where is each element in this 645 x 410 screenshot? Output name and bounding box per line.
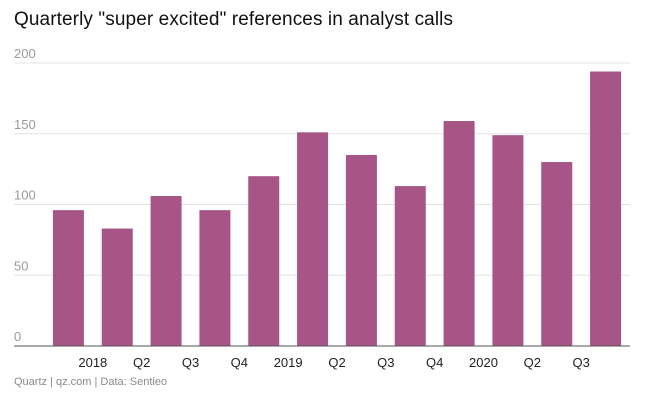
bar: [541, 162, 573, 346]
bar: [492, 135, 524, 346]
source-note: Quartz | qz.com | Data: Sentieo: [14, 376, 168, 388]
bar: [101, 228, 133, 346]
y-tick-label: 200: [14, 46, 36, 61]
x-tick-label: Q2: [133, 355, 150, 370]
x-tick-label: 2020: [469, 355, 498, 370]
bar: [248, 176, 280, 346]
chart-title: Quarterly "super excited" references in …: [14, 9, 454, 30]
x-tick-label: Q2: [524, 355, 541, 370]
x-tick-label: Q4: [231, 355, 248, 370]
bar: [443, 121, 475, 346]
y-tick-label: 100: [14, 188, 36, 203]
bar: [297, 132, 329, 346]
x-tick-label: Q2: [328, 355, 345, 370]
bar: [150, 196, 182, 346]
bar: [394, 186, 426, 346]
x-tick-label: Q3: [377, 355, 394, 370]
x-tick-label: Q4: [426, 355, 443, 370]
bar: [590, 71, 622, 347]
y-tick-label: 50: [14, 258, 28, 273]
bar: [199, 210, 231, 346]
x-tick-label: Q3: [182, 355, 199, 370]
bar: [52, 210, 84, 346]
bar: [345, 154, 377, 346]
x-tick-label: Q3: [572, 355, 589, 370]
x-tick-label: 2018: [78, 355, 107, 370]
y-tick-label: 0: [14, 329, 21, 344]
x-tick-label: 2019: [274, 355, 303, 370]
y-tick-label: 150: [14, 117, 36, 132]
